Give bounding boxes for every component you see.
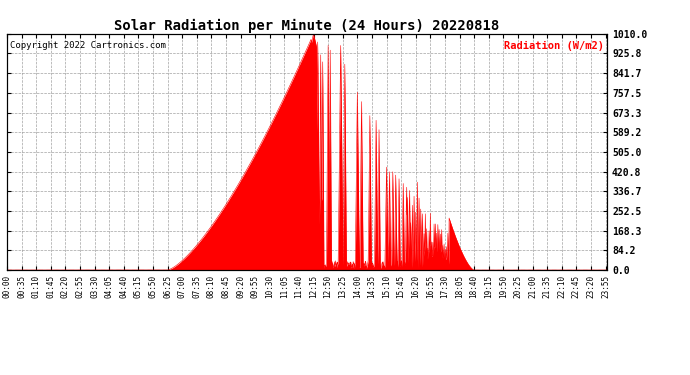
Text: Copyright 2022 Cartronics.com: Copyright 2022 Cartronics.com — [10, 41, 166, 50]
Title: Solar Radiation per Minute (24 Hours) 20220818: Solar Radiation per Minute (24 Hours) 20… — [115, 18, 500, 33]
Text: Radiation (W/m2): Radiation (W/m2) — [504, 41, 604, 51]
